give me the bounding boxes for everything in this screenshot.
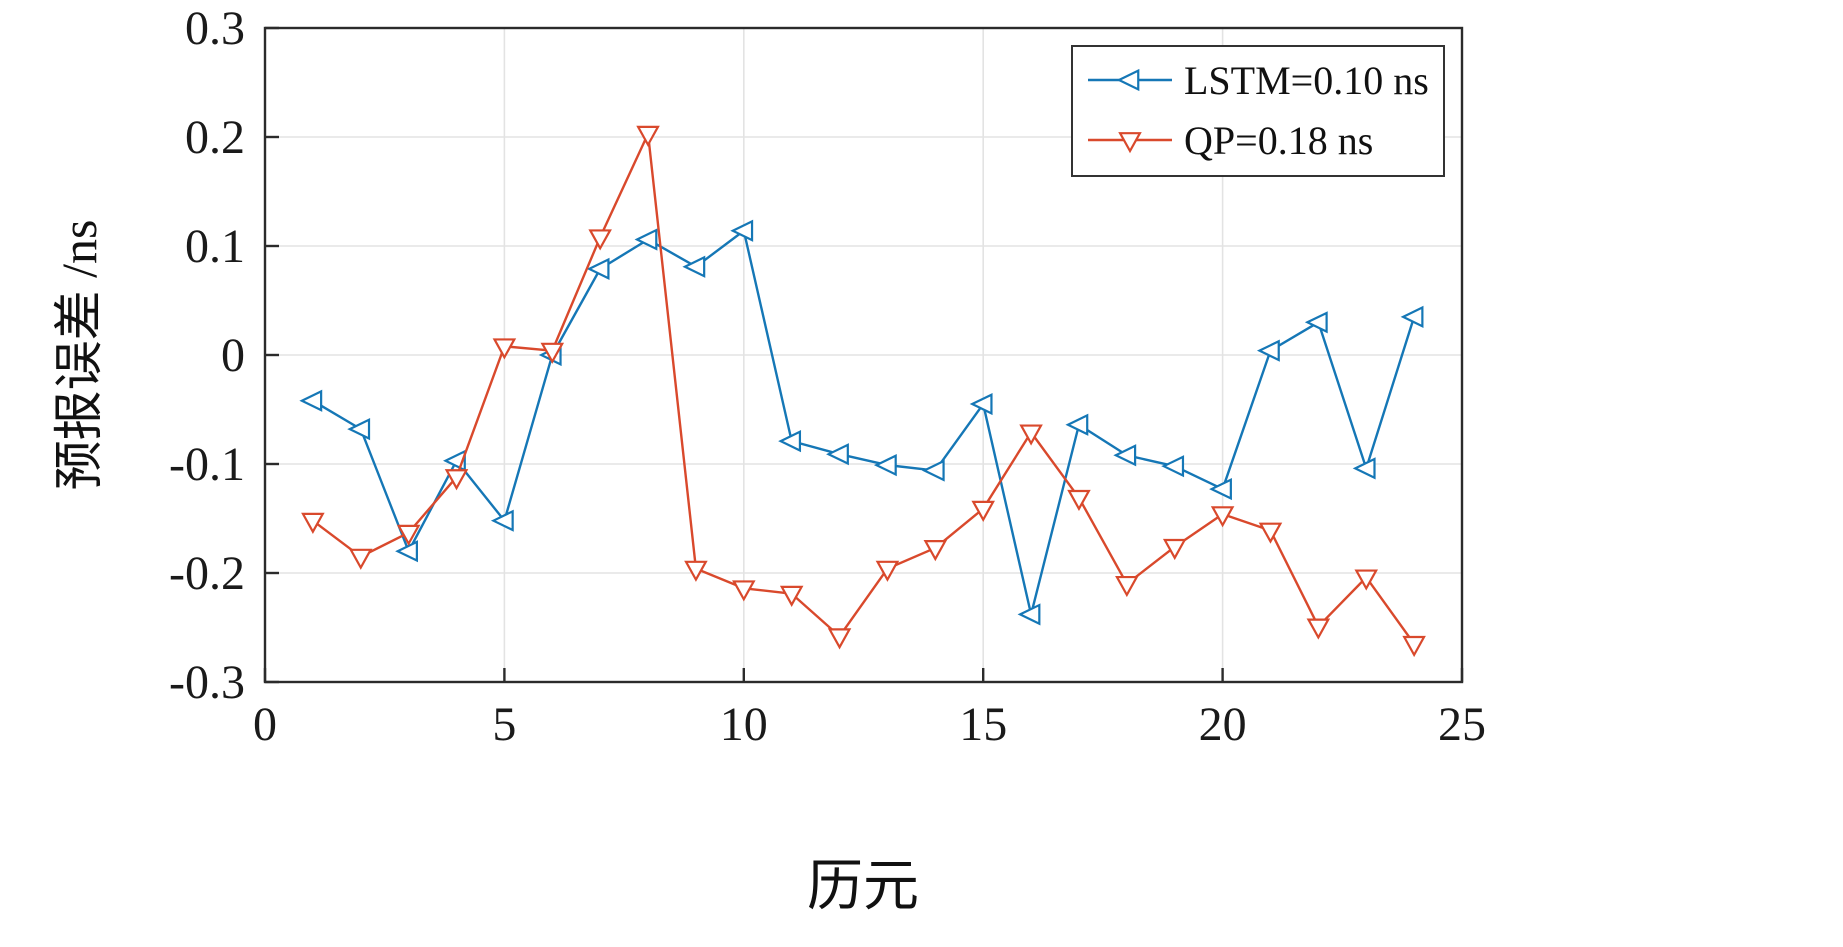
data-point-marker [732,580,756,602]
y-tick-label: -0.3 [169,656,245,709]
data-point-marker [636,125,660,147]
data-point-marker [1209,477,1232,501]
data-point-marker [347,418,371,441]
data-point-marker [1400,305,1424,328]
data-point-marker [1019,424,1043,446]
data-point-marker [395,540,418,563]
data-point-marker [588,229,612,251]
legend-marker [1118,132,1142,154]
y-tick-label: -0.1 [169,438,245,491]
data-point-marker [684,560,708,582]
legend-label: QP=0.18 ns [1184,118,1373,163]
data-point-marker [348,548,373,570]
data-point-marker [971,500,995,522]
data-point-marker [1354,569,1379,591]
data-point-marker [875,560,900,582]
data-point-marker [1067,489,1091,512]
x-tick-label: 20 [1199,698,1247,751]
data-point-marker [586,257,610,280]
data-point-marker [540,342,565,364]
data-point-marker [1113,444,1137,467]
legend-label: LSTM=0.10 ns [1184,58,1429,103]
data-point-marker [299,389,323,412]
x-tick-label: 15 [959,698,1007,751]
data-point-marker [1115,575,1139,598]
y-tick-label: -0.2 [169,547,245,600]
data-point-marker [1017,603,1041,626]
x-tick-label: 25 [1438,698,1486,751]
y-tick-label: 0.1 [185,220,245,273]
x-tick-label: 10 [720,698,768,751]
data-point-marker [301,512,325,534]
data-point-marker [1258,522,1283,544]
data-point-marker [1161,455,1185,478]
data-point-marker [1304,311,1328,334]
data-point-marker [1065,413,1089,436]
data-point-marker [779,585,804,607]
data-series [299,125,1426,658]
y-tick-label: 0.3 [185,2,245,55]
data-point-marker [490,509,514,532]
legend: LSTM=0.10 ns QP=0.18 ns [1071,45,1445,177]
data-point-marker [969,392,993,416]
y-tick-label: 0.2 [185,111,245,164]
data-point-marker [923,540,948,562]
data-point-marker [1256,339,1280,362]
data-point-marker [1306,618,1331,640]
data-point-marker [873,453,897,477]
legend-marker [1116,68,1140,92]
data-point-marker [730,219,754,242]
data-point-marker [778,430,802,453]
data-point-marker [1352,457,1376,480]
data-point-marker [826,443,849,466]
y-axis-label: 预报误差 /ns [51,220,107,491]
y-tick-label: 0 [221,329,245,382]
data-point-marker [1210,506,1235,528]
series-line [312,132,1416,645]
x-axis-label: 历元 [807,856,919,918]
data-point-marker [921,459,945,482]
x-tick-label: 0 [253,698,277,751]
data-point-marker [444,469,469,491]
data-point-marker [827,628,852,650]
data-point-marker [1402,635,1426,658]
x-tick-label: 5 [492,698,516,751]
series-line [312,229,1416,616]
axes: 0 5 10 15 20 25 0.3 0.2 0.1 0 -0.1 -0.2 -0.3 [169,2,1486,751]
data-point-marker [634,228,658,251]
data-point-marker [396,524,421,546]
legend-box [1071,45,1445,177]
data-point-marker [682,255,706,278]
data-point-marker [492,338,517,360]
data-point-marker [1162,538,1187,561]
